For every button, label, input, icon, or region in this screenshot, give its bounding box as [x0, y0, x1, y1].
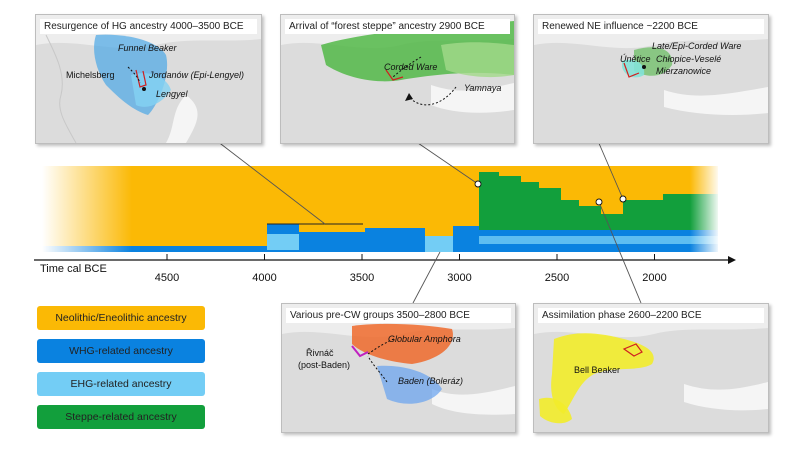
panel-title: Arrival of “forest steppe” ancestry 2900…	[285, 19, 510, 34]
connectors	[216, 140, 642, 304]
band-whg-3500	[365, 228, 425, 252]
map-europe	[534, 328, 768, 432]
label-michelsberg: Michelsberg	[66, 70, 115, 80]
legend-item-whg: WHG-related ancestry	[37, 339, 205, 363]
label-yamnaya: Yamnaya	[464, 83, 502, 93]
panel-renewed-ne: Renewed NE influence ~2200 BCE Late/Epi-…	[533, 14, 769, 144]
region-globular-amphora	[352, 323, 453, 364]
label-lengyel: Lengyel	[156, 89, 188, 99]
panel-pre-cw: Various pre-CW groups 3500–2800 BCE Glob…	[281, 303, 516, 433]
panel-hg-resurgence: Resurgence of HG ancestry 4000–3500 BCE …	[35, 14, 262, 144]
map-europe	[281, 21, 514, 143]
ancestry-band	[42, 166, 720, 252]
panel-assimilation: Assimilation phase 2600–2200 BCE Bell Be…	[533, 303, 769, 433]
band-whg-3100	[453, 226, 479, 252]
region-baden	[377, 365, 442, 404]
label-globular-amphora: Globular Amphora	[388, 334, 461, 344]
time-axis: 4500 4000 3500 3000 2500 2000 Time cal BCE	[34, 254, 736, 284]
axis-tick-label: 4500	[155, 272, 179, 284]
axis-tick-label: 2500	[545, 272, 569, 284]
band-ehg-3200	[425, 236, 453, 252]
axis-tick-label: 2000	[642, 272, 666, 284]
legend-item-ehg: EHG-related ancestry	[37, 372, 205, 396]
band-whg-early	[42, 246, 267, 252]
panel-title: Resurgence of HG ancestry 4000–3500 BCE	[40, 19, 257, 34]
panel-forest-steppe: Arrival of “forest steppe” ancestry 2900…	[280, 14, 515, 144]
map-europe	[534, 39, 768, 143]
map-europe	[282, 323, 515, 432]
label-baden: Baden (Boleráz)	[398, 376, 464, 386]
band-whg-3800	[299, 232, 365, 252]
label-corded-ware: Corded Ware	[384, 62, 438, 72]
map-europe	[36, 34, 261, 143]
label-rivnac: Řivnáč	[306, 348, 334, 358]
legend-item-steppe: Steppe-related ancestry	[37, 405, 205, 429]
panel-title: Various pre-CW groups 3500–2800 BCE	[286, 308, 511, 323]
band-ehg-late	[479, 236, 718, 244]
label-jordanow: Jordanów (Epi-Lengyel)	[149, 70, 245, 80]
panel-title: Assimilation phase 2600–2200 BCE	[538, 308, 764, 323]
label-chlopice: Chłopice-Veselé	[656, 54, 722, 64]
panel-title: Renewed NE influence ~2200 BCE	[538, 19, 764, 34]
axis-label: Time cal BCE	[40, 263, 107, 275]
legend-item-neolithic: Neolithic/Eneolithic ancestry	[37, 306, 205, 330]
band-steppe-2900	[479, 172, 499, 230]
band-ehg-4000	[267, 234, 299, 250]
label-post-baden: (post-Baden)	[298, 360, 351, 370]
label-bell-beaker: Bell Beaker	[574, 365, 621, 375]
label-late-corded-ware: Late/Epi-Corded Ware	[652, 41, 742, 51]
axis-tick-label: 3500	[350, 272, 374, 284]
axis-tick-label: 4000	[252, 272, 276, 284]
region-bell-beaker	[551, 333, 654, 414]
label-mierzanowice: Mierzanowice	[656, 66, 712, 76]
label-funnel-beaker: Funnel Beaker	[118, 43, 177, 53]
label-unetice: Únětice	[620, 54, 651, 64]
axis-tick-label: 3000	[447, 272, 471, 284]
